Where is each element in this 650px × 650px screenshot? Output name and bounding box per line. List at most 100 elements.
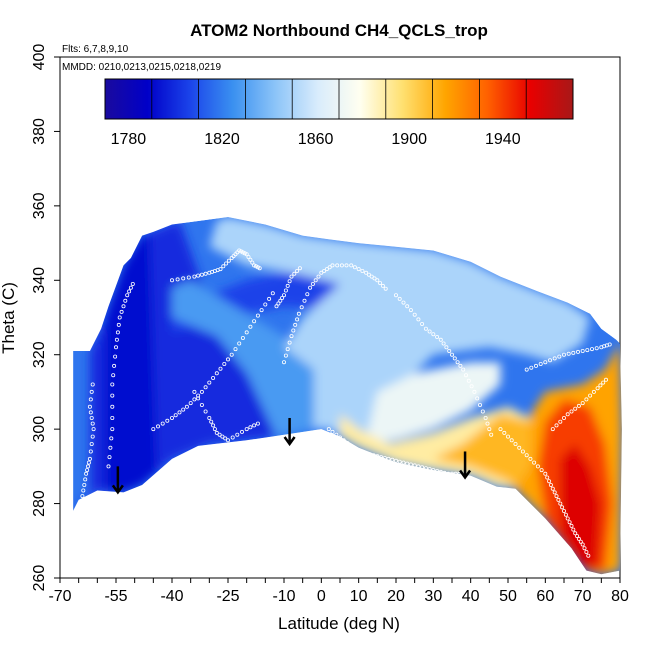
- track-point: [575, 534, 580, 539]
- track-point: [528, 456, 533, 461]
- track-point: [505, 434, 510, 439]
- track-point: [431, 332, 436, 337]
- track-point: [173, 413, 178, 418]
- track-point: [458, 363, 463, 368]
- track-point: [257, 266, 262, 271]
- track-point: [110, 382, 115, 387]
- track-point: [330, 429, 335, 434]
- track-point: [252, 423, 257, 428]
- track-point: [405, 461, 410, 466]
- track-point: [192, 389, 197, 394]
- track-point: [175, 277, 180, 282]
- track-point: [567, 520, 572, 525]
- track-point: [88, 449, 93, 454]
- track-point: [543, 360, 548, 365]
- track-point: [155, 424, 160, 429]
- track-point: [81, 488, 86, 493]
- track-point: [375, 454, 380, 459]
- track-point: [110, 404, 115, 409]
- track-point: [472, 389, 477, 394]
- track-point: [584, 550, 589, 555]
- track-point: [550, 486, 555, 491]
- track-point: [80, 494, 85, 499]
- track-point: [580, 401, 585, 406]
- track-point: [327, 265, 332, 270]
- track-point: [380, 283, 385, 288]
- track-point: [109, 436, 114, 441]
- track-point: [121, 304, 126, 309]
- track-point: [571, 350, 576, 355]
- x-tick-label: -25: [216, 588, 239, 605]
- track-point: [244, 427, 249, 432]
- y-tick-label: 300: [31, 416, 48, 443]
- track-point: [560, 505, 565, 510]
- track-point: [405, 304, 410, 309]
- track-point: [397, 296, 402, 301]
- track-point: [88, 410, 93, 415]
- track-point: [375, 278, 380, 283]
- track-point: [502, 430, 507, 435]
- track-point: [214, 430, 219, 435]
- track-point: [108, 445, 113, 450]
- track-point: [209, 419, 214, 424]
- track-point: [379, 455, 384, 460]
- track-point: [116, 322, 121, 327]
- track-point: [461, 367, 466, 372]
- track-point: [255, 313, 260, 318]
- track-point: [335, 263, 340, 268]
- track-point: [110, 427, 115, 432]
- track-point: [225, 438, 230, 443]
- track-point: [489, 432, 494, 437]
- y-tick-label: 280: [31, 490, 48, 517]
- track-point: [569, 523, 574, 528]
- track-point: [283, 288, 288, 293]
- track-point: [302, 298, 307, 303]
- track-point: [207, 415, 212, 420]
- track-point: [151, 427, 156, 432]
- x-tick-label: -40: [160, 588, 183, 605]
- track-point: [117, 315, 122, 320]
- track-point: [89, 415, 94, 420]
- track-point: [369, 274, 374, 279]
- track-point: [423, 326, 428, 331]
- track-point: [280, 295, 285, 300]
- arrow-layer: [111, 417, 472, 495]
- track-point: [524, 367, 529, 372]
- track-point: [184, 404, 189, 409]
- track-point: [412, 463, 417, 468]
- track-point: [532, 460, 537, 465]
- track-point: [576, 403, 581, 408]
- colorbar-tick-label: 1820: [204, 131, 240, 148]
- x-tick-label: 30: [424, 588, 442, 605]
- track-point: [192, 274, 197, 279]
- track-point: [218, 366, 223, 371]
- track-point: [82, 482, 87, 487]
- track-point: [573, 531, 578, 536]
- track-point: [442, 470, 447, 475]
- track-point: [285, 347, 290, 352]
- track-point: [239, 429, 244, 434]
- track-point: [160, 421, 165, 426]
- track-point: [324, 267, 329, 272]
- track-point: [607, 342, 612, 347]
- track-point: [563, 512, 568, 517]
- track-point: [274, 304, 279, 309]
- track-point: [371, 453, 376, 458]
- track-point: [485, 421, 490, 426]
- track-point: [289, 334, 294, 339]
- track-point: [427, 329, 432, 334]
- track-point: [588, 393, 593, 398]
- track-point: [590, 347, 595, 352]
- track-point: [534, 363, 539, 368]
- track-point: [469, 384, 474, 389]
- x-tick-label: 10: [350, 588, 368, 605]
- x-tick-label: 70: [574, 588, 592, 605]
- track-point: [224, 261, 229, 266]
- track-point: [483, 415, 488, 420]
- track-point: [352, 265, 357, 270]
- track-point: [130, 281, 135, 286]
- track-point: [595, 386, 600, 391]
- track-point: [477, 402, 482, 407]
- track-point: [270, 291, 275, 296]
